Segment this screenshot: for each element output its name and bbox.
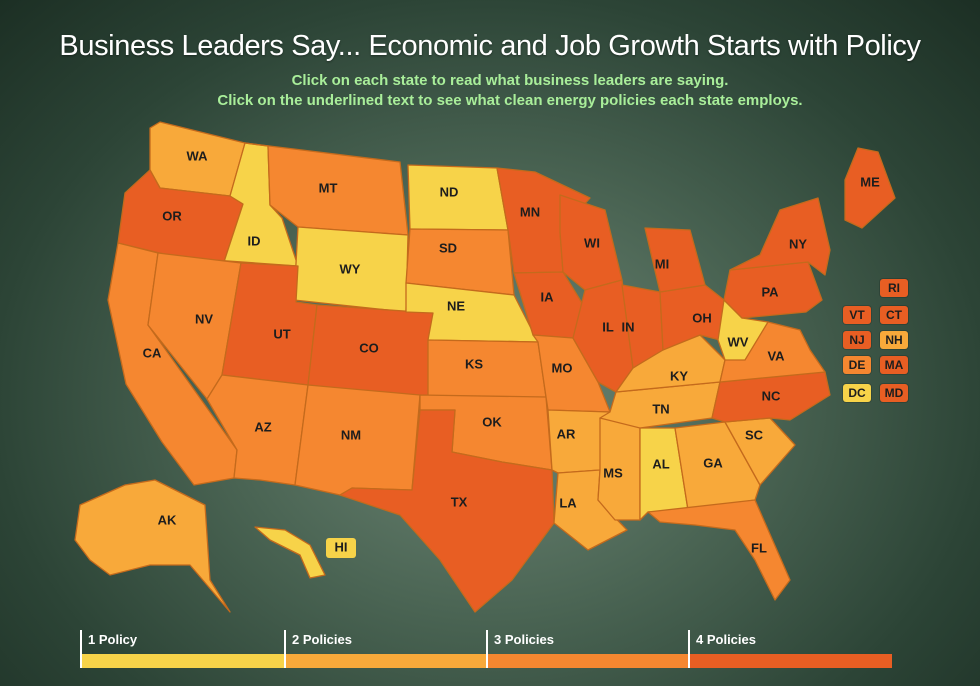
state-ga[interactable] xyxy=(674,421,761,511)
legend-label: 1 Policy xyxy=(88,632,138,647)
state-wi[interactable] xyxy=(559,194,623,291)
legend-item-1-policy: 1 Policy xyxy=(80,630,284,668)
state-co[interactable] xyxy=(307,304,434,399)
state-nd[interactable] xyxy=(407,164,509,231)
state-chip-dc[interactable]: DC xyxy=(843,384,871,402)
state-me[interactable] xyxy=(844,147,896,229)
legend-label: 2 Policies xyxy=(292,632,352,647)
state-wy[interactable] xyxy=(293,226,409,313)
legend-swatch xyxy=(286,654,486,668)
legend-item-4-policies: 4 Policies xyxy=(688,630,892,668)
legend-swatch xyxy=(488,654,688,668)
state-chip-nj[interactable]: NJ xyxy=(843,331,871,349)
instruction-text-2: Click on the underlined text to see what… xyxy=(217,92,803,109)
state-chip-de[interactable]: DE xyxy=(843,356,871,374)
legend-tick xyxy=(486,630,488,668)
legend-swatch xyxy=(690,654,892,668)
state-chip-ct[interactable]: CT xyxy=(880,306,908,324)
state-ks[interactable] xyxy=(427,339,547,399)
state-tx[interactable] xyxy=(339,409,555,613)
state-hi-label-box[interactable] xyxy=(326,538,356,558)
legend-tick xyxy=(80,630,82,668)
page-title: Business Leaders Say... Economic and Job… xyxy=(59,30,921,62)
legend-swatch xyxy=(82,654,284,668)
legend-label: 3 Policies xyxy=(494,632,554,647)
state-ms[interactable] xyxy=(597,417,641,521)
state-mi[interactable] xyxy=(644,227,706,293)
state-nm[interactable] xyxy=(294,384,421,496)
state-chip-ma[interactable]: MA xyxy=(880,356,908,374)
state-chip-ri[interactable]: RI xyxy=(880,279,908,297)
state-ny[interactable] xyxy=(729,197,831,276)
state-fl[interactable] xyxy=(647,499,791,601)
legend-tick xyxy=(688,630,690,668)
state-hi[interactable] xyxy=(254,526,326,579)
state-ak[interactable] xyxy=(74,479,231,613)
legend-item-2-policies: 2 Policies xyxy=(284,630,486,668)
state-chip-vt[interactable]: VT xyxy=(843,306,871,324)
legend-label: 4 Policies xyxy=(696,632,756,647)
instruction-text-1: Click on each state to read what busines… xyxy=(291,72,729,89)
legend-item-3-policies: 3 Policies xyxy=(486,630,688,668)
state-wa[interactable] xyxy=(149,121,246,197)
state-chip-md[interactable]: MD xyxy=(880,384,908,402)
state-pa[interactable] xyxy=(723,261,823,319)
legend-tick xyxy=(284,630,286,668)
state-chip-nh[interactable]: NH xyxy=(880,331,908,349)
